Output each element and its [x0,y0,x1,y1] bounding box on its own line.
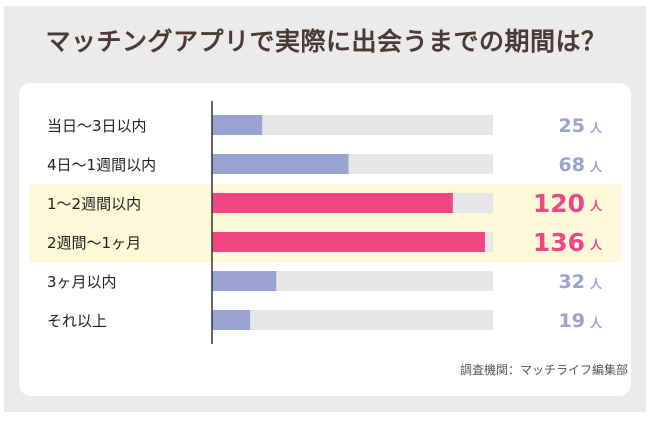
bar-chart: 当日〜3日以内 25 人 4日〜1週間以内 68 人 1〜2週間以内 120 人 2週間〜1ヶ月 1… [29,101,621,344]
value-label: 19 [559,310,585,332]
category-label: 当日〜3日以内 [47,117,147,135]
category-label: 2週間〜1ヶ月 [47,234,141,252]
source-credit: 調査機関：マッチライフ編集部 [459,363,628,377]
value-label: 136 [533,228,585,257]
bar [212,271,277,291]
value-label: 32 [559,271,585,293]
unit-label: 人 [590,276,603,291]
unit-label: 人 [590,198,603,213]
chart-card: 当日〜3日以内 25 人 4日〜1週間以内 68 人 1〜2週間以内 120 人 2週間〜1ヶ月 1… [19,83,631,396]
bar [212,154,349,174]
value-label: 25 [559,115,585,137]
chart-title: マッチングアプリで実際に出会うまでの期間は？ [45,27,607,56]
highlighted-bar [212,232,485,252]
bar-track [212,115,493,135]
highlighted-bar [212,193,453,213]
bar-track [212,310,493,330]
bar-track [212,271,493,291]
unit-label: 人 [590,120,603,135]
unit-label: 人 [590,159,603,174]
category-label: 3ヶ月以内 [47,273,117,291]
unit-label: 人 [590,315,603,330]
category-label: それ以上 [47,312,107,330]
category-label: 4日〜1週間以内 [47,156,156,174]
category-label: 1〜2週間以内 [47,195,141,213]
bar [212,115,263,135]
value-label: 120 [533,189,585,218]
unit-label: 人 [590,237,603,252]
value-label: 68 [559,154,585,176]
bar [212,310,251,330]
